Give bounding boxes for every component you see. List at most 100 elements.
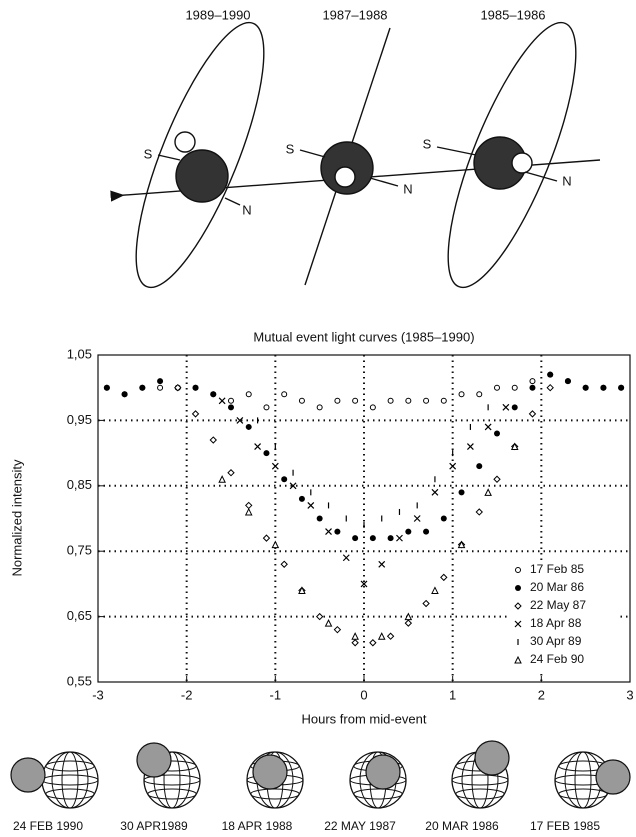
data-point <box>369 535 376 542</box>
data-point <box>449 462 457 470</box>
data-point <box>466 443 474 450</box>
data-point <box>618 384 625 391</box>
data-point <box>484 423 492 431</box>
pole-line <box>524 171 558 182</box>
data-point <box>386 632 395 640</box>
data-point <box>360 580 368 588</box>
chart-title: Mutual event light curves (1985–1990) <box>253 329 474 344</box>
pole-label: N <box>403 181 412 196</box>
event-label: 20 MAR 1986 <box>425 819 499 833</box>
globe-grid <box>51 751 89 809</box>
data-point <box>236 416 244 424</box>
data-point <box>262 534 271 542</box>
data-point <box>174 383 182 392</box>
pole-label: N <box>242 202 251 217</box>
pole-label: S <box>144 146 153 161</box>
legend-label: 30 Apr 89 <box>530 634 582 648</box>
y-tick-label: 0,55 <box>67 673 92 688</box>
data-point <box>404 612 413 621</box>
moon <box>174 131 196 153</box>
globe-grid <box>451 774 509 786</box>
event-label: 24 FEB 1990 <box>13 819 83 833</box>
orbit-diagram <box>110 21 601 289</box>
data-point <box>440 515 447 522</box>
data-point <box>281 391 288 398</box>
x-tick-label: -2 <box>181 687 193 702</box>
data-point <box>263 450 270 457</box>
data-point <box>600 384 607 391</box>
globe-grid <box>143 774 201 786</box>
globe-grid <box>147 788 197 800</box>
event-label: 17 FEB 1985 <box>530 819 600 833</box>
moon-disk <box>595 759 631 795</box>
data-point <box>413 515 421 522</box>
data-point <box>511 384 518 391</box>
data-point <box>352 397 359 404</box>
data-point <box>218 475 226 483</box>
legend-label: 18 Apr 88 <box>530 616 582 630</box>
moon-disk <box>252 754 288 790</box>
y-tick-label: 0,75 <box>67 543 92 558</box>
x-tick-label: 0 <box>360 687 367 702</box>
data-point <box>511 404 518 411</box>
moon-disk <box>136 742 172 778</box>
moon <box>334 166 356 188</box>
data-point <box>476 391 483 398</box>
data-point <box>298 495 305 502</box>
data-point <box>298 586 306 594</box>
data-point <box>324 619 333 627</box>
data-point <box>316 404 323 411</box>
y-tick-label: 0,65 <box>67 608 92 623</box>
legend-marker <box>515 567 521 573</box>
legend-label: 22 May 87 <box>530 598 586 612</box>
data-point <box>334 528 341 535</box>
x-axis-label: Hours from mid-event <box>302 711 427 726</box>
data-point <box>529 384 536 391</box>
x-tick-label: 3 <box>626 687 633 702</box>
data-point <box>307 501 315 509</box>
data-point <box>431 488 439 496</box>
period-label: 1989–1990 <box>185 7 250 22</box>
y-axis-label: Normalized intensity <box>9 459 24 577</box>
data-point <box>263 404 270 411</box>
data-point <box>494 384 500 391</box>
data-point <box>351 632 359 640</box>
data-point <box>281 476 288 483</box>
data-point <box>458 391 465 398</box>
data-point <box>528 410 537 418</box>
pole-line <box>224 197 241 206</box>
data-point <box>227 469 235 477</box>
legend-marker <box>515 585 521 591</box>
orbit-ellipse <box>135 21 265 289</box>
data-point <box>192 384 199 391</box>
data-point <box>423 397 430 404</box>
pole-label: S <box>423 136 432 151</box>
data-point <box>191 410 200 418</box>
period-label: 1987–1988 <box>322 7 387 22</box>
data-point <box>209 436 217 444</box>
data-point <box>218 397 226 405</box>
data-point <box>316 515 323 522</box>
data-point <box>228 397 234 404</box>
legend-marker <box>514 620 522 628</box>
globe-grid <box>153 751 191 809</box>
data-point <box>493 475 501 483</box>
data-point <box>325 528 332 536</box>
event-label: 30 APR1989 <box>120 819 188 833</box>
x-tick-label: -1 <box>270 687 282 702</box>
x-tick-label: 2 <box>538 687 545 702</box>
moon <box>511 152 533 174</box>
y-tick-label: 1,05 <box>67 346 92 361</box>
pole-line <box>436 146 477 156</box>
pole-line <box>157 154 181 161</box>
data-point <box>271 540 280 549</box>
data-point <box>280 560 288 568</box>
data-point <box>387 397 394 404</box>
data-point <box>582 384 589 391</box>
data-point <box>121 391 128 398</box>
data-point <box>440 573 448 582</box>
legend-marker <box>514 655 522 664</box>
legend-label: 24 Feb 90 <box>530 652 584 666</box>
data-point <box>351 639 359 647</box>
